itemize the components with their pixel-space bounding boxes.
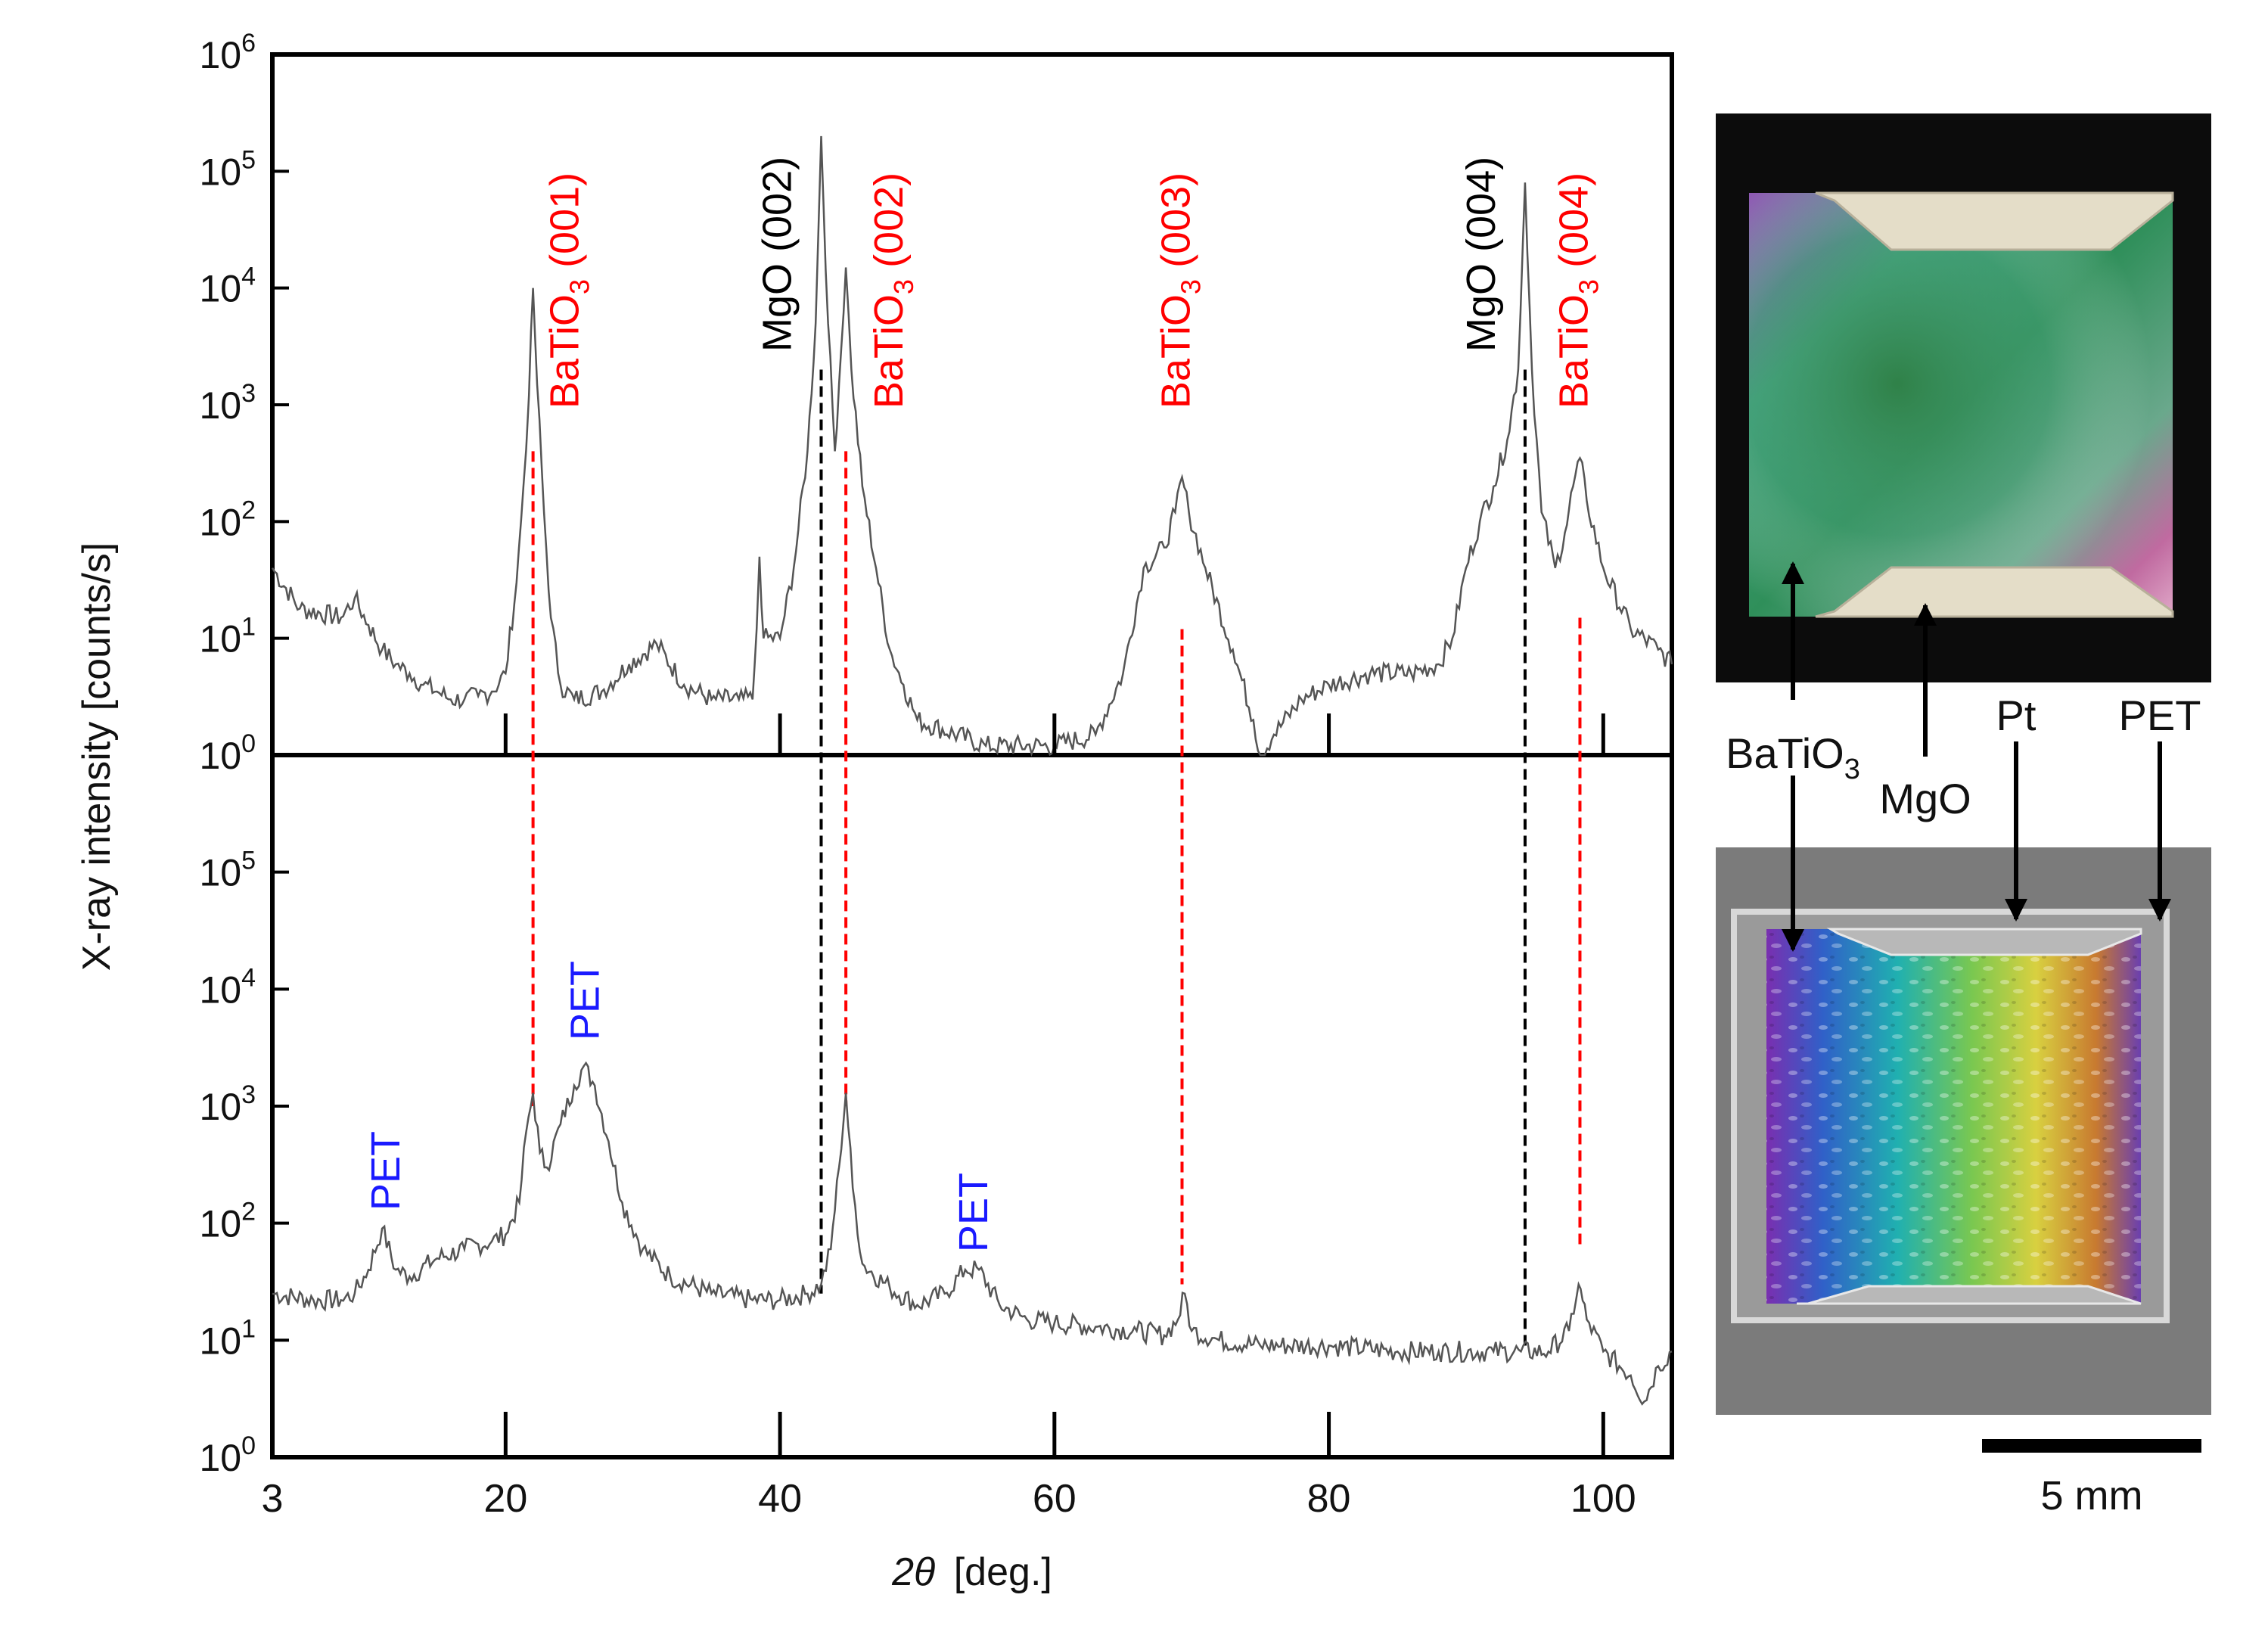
label-mgo: MgO bbox=[1879, 775, 1971, 822]
top-xrd-trace bbox=[271, 135, 1673, 757]
top-peak-label-4: MgO (004) bbox=[1459, 157, 1504, 352]
photo-annotations: BaTiO3 MgO Pt PET 5 mm bbox=[1726, 561, 2201, 1518]
bottom-y-tick-label-1: 101 bbox=[199, 1314, 256, 1362]
top-y-tick-label-6: 106 bbox=[199, 29, 256, 76]
x-tick-label-3: 60 bbox=[1033, 1477, 1077, 1521]
x-tick-label-5: 100 bbox=[1571, 1477, 1636, 1521]
label-batio3: BaTiO3 bbox=[1726, 729, 1860, 785]
photo-batio3-on-mgo bbox=[1716, 113, 2211, 682]
x-tick-label-0: 3 bbox=[262, 1477, 284, 1521]
x-axis-unit: [deg.] bbox=[954, 1550, 1052, 1594]
bottom-plot-frame bbox=[270, 753, 1674, 1459]
y-axis-label: X-ray intensity [counts/s] bbox=[75, 542, 119, 971]
top-peak-label-3: BaTiO3 (003) bbox=[1154, 173, 1207, 409]
bottom-y-tick-label-3: 103 bbox=[199, 1080, 256, 1128]
sample-photos: BaTiO3 MgO Pt PET 5 mm bbox=[1716, 113, 2211, 1518]
label-pet-photo: PET bbox=[2119, 692, 2201, 739]
bottom-y-tick-label-5: 105 bbox=[199, 847, 256, 894]
bottom-y-tick-label-0: 100 bbox=[199, 1431, 256, 1479]
top-peak-label-0: BaTiO3 (001) bbox=[542, 173, 595, 409]
x-tick-label-4: 80 bbox=[1307, 1477, 1351, 1521]
xrd-chart: 3 20 40 60 80 100 100 101 102 103 104 105 106 100 10… bbox=[75, 29, 1674, 1594]
top-y-tick-label-0: 100 bbox=[199, 729, 256, 777]
bottom-y-tick-label-2: 102 bbox=[199, 1198, 256, 1245]
x-tick-label-1: 20 bbox=[483, 1477, 527, 1521]
bottom-xrd-trace bbox=[272, 1061, 1673, 1406]
scale-bar bbox=[1982, 1439, 2201, 1453]
bottom-photo-electrode-lower bbox=[1797, 1285, 2142, 1305]
top-peak-label-1: MgO (002) bbox=[754, 157, 800, 352]
bottom-peak-label-0: PET bbox=[363, 1131, 409, 1211]
bottom-peak-label-2: PET bbox=[951, 1173, 996, 1252]
x-axis-label: 2θ [deg.] bbox=[891, 1550, 1052, 1594]
top-peak-label-5: BaTiO3 (004) bbox=[1551, 173, 1604, 409]
top-photo-electrode-lower bbox=[1815, 566, 2174, 618]
top-y-tick-label-5: 105 bbox=[199, 145, 256, 193]
scale-bar-label: 5 mm bbox=[2041, 1473, 2143, 1518]
x-tick-label-2: 40 bbox=[758, 1477, 802, 1521]
bottom-peak-label-1: PET bbox=[563, 961, 608, 1040]
top-y-tick-label-3: 103 bbox=[199, 379, 256, 427]
top-y-tick-label-2: 102 bbox=[199, 496, 256, 543]
top-photo-electrode-upper bbox=[1815, 191, 2174, 251]
photo-batio3-on-pet bbox=[1716, 847, 2211, 1415]
top-y-tick-label-1: 101 bbox=[199, 613, 256, 661]
x-axis-symbol: 2θ bbox=[891, 1550, 935, 1594]
bottom-y-tick-label-4: 104 bbox=[199, 963, 256, 1011]
label-pt: Pt bbox=[1996, 692, 2037, 739]
bottom-photo-electrode-upper bbox=[1826, 928, 2142, 956]
top-y-tick-label-4: 104 bbox=[199, 263, 256, 310]
top-peak-label-2: BaTiO3 (002) bbox=[866, 173, 919, 409]
